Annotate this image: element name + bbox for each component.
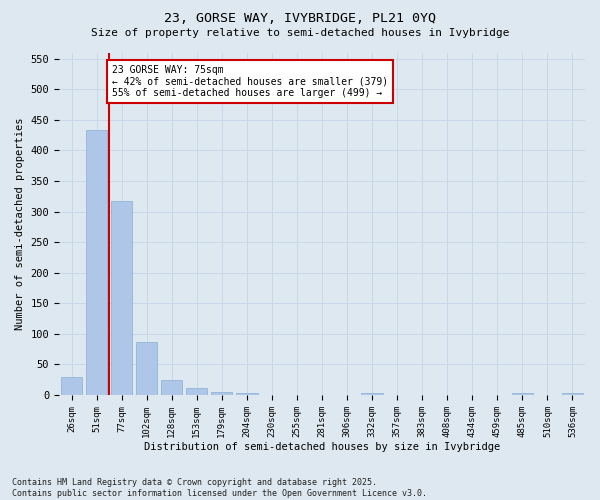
Text: 23, GORSE WAY, IVYBRIDGE, PL21 0YQ: 23, GORSE WAY, IVYBRIDGE, PL21 0YQ xyxy=(164,12,436,26)
Bar xyxy=(111,201,132,395)
Text: Contains HM Land Registry data © Crown copyright and database right 2025.
Contai: Contains HM Land Registry data © Crown c… xyxy=(12,478,427,498)
Text: Size of property relative to semi-detached houses in Ivybridge: Size of property relative to semi-detach… xyxy=(91,28,509,38)
Bar xyxy=(86,130,107,395)
Bar xyxy=(211,392,232,395)
Y-axis label: Number of semi-detached properties: Number of semi-detached properties xyxy=(15,118,25,330)
Bar xyxy=(61,376,82,395)
Text: 23 GORSE WAY: 75sqm
← 42% of semi-detached houses are smaller (379)
55% of semi-: 23 GORSE WAY: 75sqm ← 42% of semi-detach… xyxy=(112,64,388,98)
Bar xyxy=(562,393,583,395)
Bar xyxy=(361,392,383,395)
Bar xyxy=(512,393,533,395)
Bar xyxy=(236,393,257,395)
Bar xyxy=(161,380,182,395)
Bar xyxy=(136,342,157,395)
Bar xyxy=(186,388,208,395)
X-axis label: Distribution of semi-detached houses by size in Ivybridge: Distribution of semi-detached houses by … xyxy=(144,442,500,452)
